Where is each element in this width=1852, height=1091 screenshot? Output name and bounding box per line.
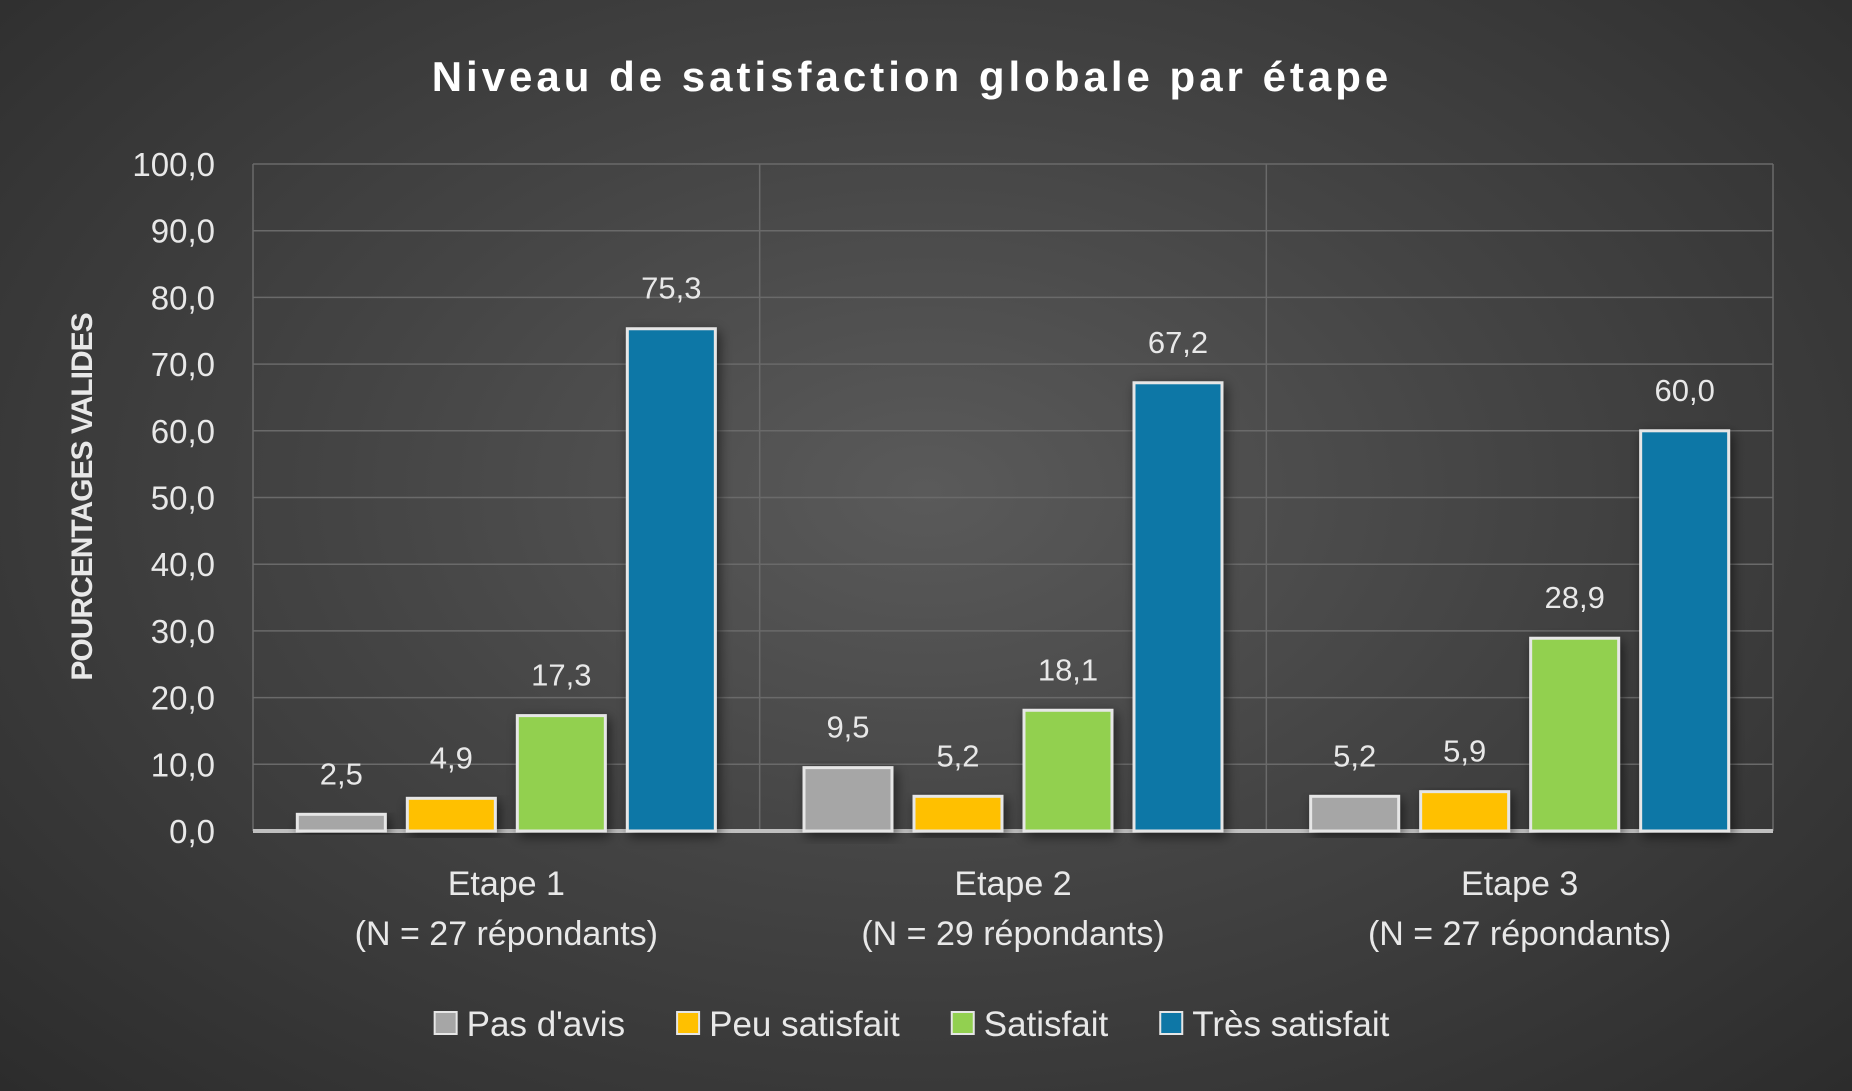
y-tick-label: 30,0 bbox=[151, 613, 215, 650]
x-category-label: (N = 29 répondants) bbox=[861, 915, 1164, 953]
data-labels: 2,5 4,9 17,3 75,3 9,5 5,2 18,1 67,2 5,2 5,9 28,9 60… bbox=[320, 271, 1715, 792]
y-tick-label: 50,0 bbox=[151, 480, 215, 517]
bar bbox=[1419, 790, 1511, 833]
legend-item: Satisfait bbox=[950, 1005, 1109, 1044]
bar bbox=[912, 794, 1004, 833]
x-category-label: (N = 27 répondants) bbox=[1368, 915, 1671, 953]
x-category-label: Etape 3 bbox=[1461, 865, 1578, 903]
data-label: 2,5 bbox=[320, 756, 363, 791]
legend-label: Satisfait bbox=[984, 1005, 1109, 1044]
chart-title: Niveau de satisfaction globale par étape bbox=[432, 53, 1393, 100]
legend: Pas d'avis Peu satisfait Satisfait Très sat… bbox=[433, 1005, 1390, 1044]
data-label: 67,2 bbox=[1148, 325, 1208, 360]
y-axis-label: POURCENTAGES VALIDES bbox=[66, 313, 99, 680]
legend-item: Très satisfait bbox=[1159, 1005, 1390, 1044]
legend-label: Très satisfait bbox=[1192, 1005, 1389, 1044]
bar bbox=[1022, 708, 1114, 833]
x-axis-categories: Etape 1 (N = 27 répondants) Etape 2 (N = 29… bbox=[355, 865, 1672, 953]
bar bbox=[1309, 794, 1401, 833]
x-category-label: Etape 1 bbox=[448, 865, 565, 903]
data-label: 4,9 bbox=[430, 740, 473, 775]
y-tick-label: 60,0 bbox=[151, 413, 215, 450]
data-label: 9,5 bbox=[826, 710, 869, 745]
legend-item: Peu satisfait bbox=[676, 1005, 900, 1044]
x-category-label: Etape 2 bbox=[954, 865, 1071, 903]
legend-swatch bbox=[950, 1011, 975, 1035]
legend-label: Pas d'avis bbox=[467, 1005, 625, 1044]
y-tick-label: 100,0 bbox=[132, 146, 215, 183]
bar bbox=[295, 812, 387, 833]
bar bbox=[1132, 381, 1224, 833]
bar bbox=[802, 766, 894, 833]
bars bbox=[295, 327, 1731, 833]
bar bbox=[515, 714, 607, 833]
y-tick-label: 40,0 bbox=[151, 546, 215, 583]
bar bbox=[1529, 636, 1621, 833]
y-axis-ticks: 0,0 10,0 20,0 30,0 40,0 50,0 60,0 70,0 80,0 90,0 1… bbox=[132, 146, 215, 850]
data-label: 5,2 bbox=[936, 738, 979, 773]
x-category-label: (N = 27 répondants) bbox=[355, 915, 658, 953]
legend-swatch bbox=[1159, 1011, 1184, 1035]
data-label: 75,3 bbox=[641, 271, 701, 306]
y-tick-label: 20,0 bbox=[151, 680, 215, 717]
y-tick-label: 70,0 bbox=[151, 346, 215, 383]
y-tick-label: 90,0 bbox=[151, 213, 215, 250]
grid-lines bbox=[252, 163, 1774, 833]
data-label: 5,2 bbox=[1333, 738, 1376, 773]
bar bbox=[1639, 429, 1731, 833]
data-label: 5,9 bbox=[1443, 734, 1486, 769]
data-label: 18,1 bbox=[1038, 652, 1098, 687]
legend-label: Peu satisfait bbox=[709, 1005, 900, 1044]
legend-swatch bbox=[433, 1011, 458, 1035]
y-tick-label: 80,0 bbox=[151, 279, 215, 316]
data-label: 28,9 bbox=[1544, 580, 1604, 615]
bar bbox=[405, 796, 497, 833]
legend-swatch bbox=[676, 1011, 701, 1035]
bar bbox=[625, 327, 717, 833]
data-label: 60,0 bbox=[1654, 373, 1714, 408]
data-label: 17,3 bbox=[531, 658, 591, 693]
legend-item: Pas d'avis bbox=[433, 1005, 625, 1044]
y-tick-label: 10,0 bbox=[151, 746, 215, 783]
y-tick-label: 0,0 bbox=[169, 813, 215, 850]
